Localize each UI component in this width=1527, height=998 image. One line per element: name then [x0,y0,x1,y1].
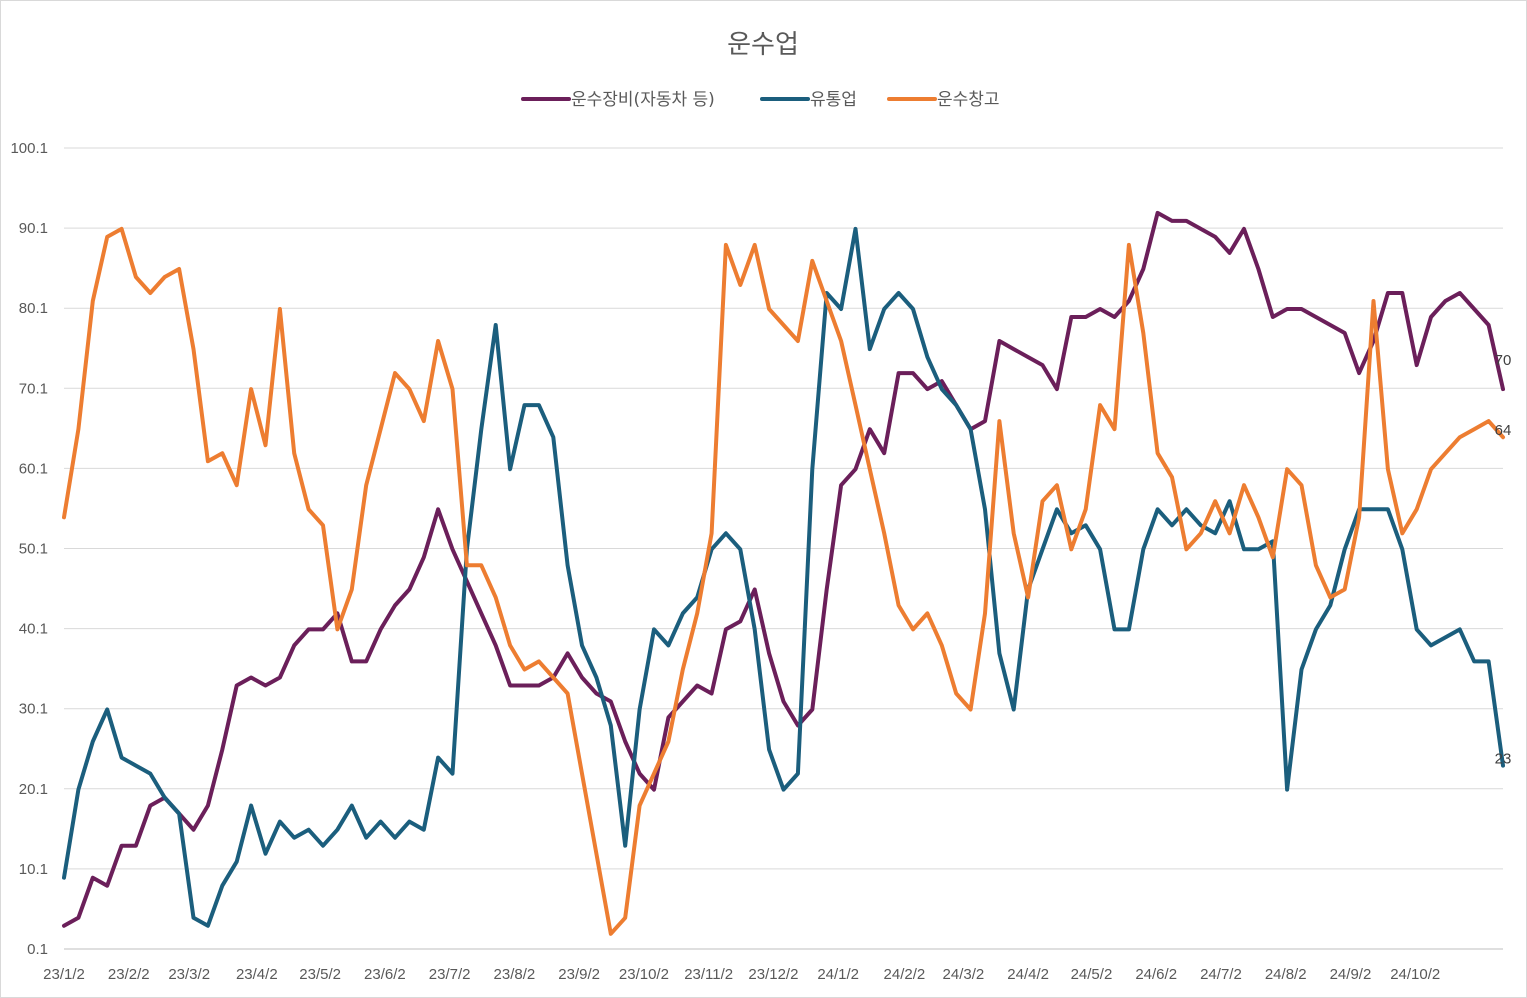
x-tick-label: 24/3/2 [943,966,985,983]
x-tick-label: 24/1/2 [817,966,859,983]
grid [64,147,1503,950]
y-tick-label: 0.1 [27,941,48,958]
x-tick-label: 23/10/2 [619,966,669,983]
y-tick-label: 20.1 [19,781,48,798]
x-tick-label: 24/7/2 [1200,966,1242,983]
x-tick-label: 23/5/2 [299,966,341,983]
series-end-label: 70 [1495,352,1512,369]
y-tick-label: 100.1 [10,140,48,157]
x-axis: 23/1/2 23/2/2 23/3/2 23/4/2 23/5/2 23/6/2 23/7… [43,966,1440,983]
y-tick-label: 90.1 [19,220,48,237]
x-tick-label: 23/11/2 [684,966,733,983]
series-line-2 [62,226,1505,936]
y-tick-label: 50.1 [19,541,48,558]
x-tick-label: 24/10/2 [1390,966,1440,983]
x-tick-label: 23/12/2 [748,966,798,983]
series-line-0 [62,210,1505,928]
y-tick-label: 40.1 [19,621,48,638]
y-tick-label: 70.1 [19,380,48,397]
x-tick-label: 23/2/2 [108,966,150,983]
x-tick-label: 24/6/2 [1135,966,1177,983]
x-tick-label: 23/8/2 [494,966,536,983]
x-tick-label: 24/2/2 [884,966,926,983]
chart-title: 운수업 [727,30,799,60]
series-end-label: 64 [1495,422,1512,439]
y-tick-label: 80.1 [19,300,48,317]
legend-label: 운수창고 [937,90,1000,110]
x-tick-label: 23/3/2 [168,966,210,983]
y-tick-label: 10.1 [19,861,48,878]
y-axis: 0.1 10.1 20.1 30.1 40.1 50.1 60.1 70.1 80.1 90.1 1… [10,140,48,958]
y-tick-label: 30.1 [19,701,48,718]
x-tick-label: 23/4/2 [236,966,278,983]
legend-label: 운수장비(자동차 등) [571,90,715,110]
series-group [62,210,1505,936]
legend-label: 유통업 [810,90,857,110]
x-tick-label: 23/6/2 [364,966,406,983]
x-tick-label: 24/5/2 [1071,966,1113,983]
series-line-1 [62,226,1505,928]
legend: 운수장비(자동차 등) 유통업 운수창고 [521,90,1000,110]
y-tick-label: 60.1 [19,460,48,477]
x-tick-label: 23/7/2 [429,966,471,983]
x-tick-label: 24/9/2 [1330,966,1372,983]
x-tick-label: 24/8/2 [1265,966,1307,983]
x-tick-label: 24/4/2 [1007,966,1049,983]
x-tick-label: 23/9/2 [558,966,600,983]
x-tick-label: 23/1/2 [43,966,85,983]
series-end-label: 23 [1495,751,1512,768]
end-labels: 70 23 64 [1495,352,1512,767]
